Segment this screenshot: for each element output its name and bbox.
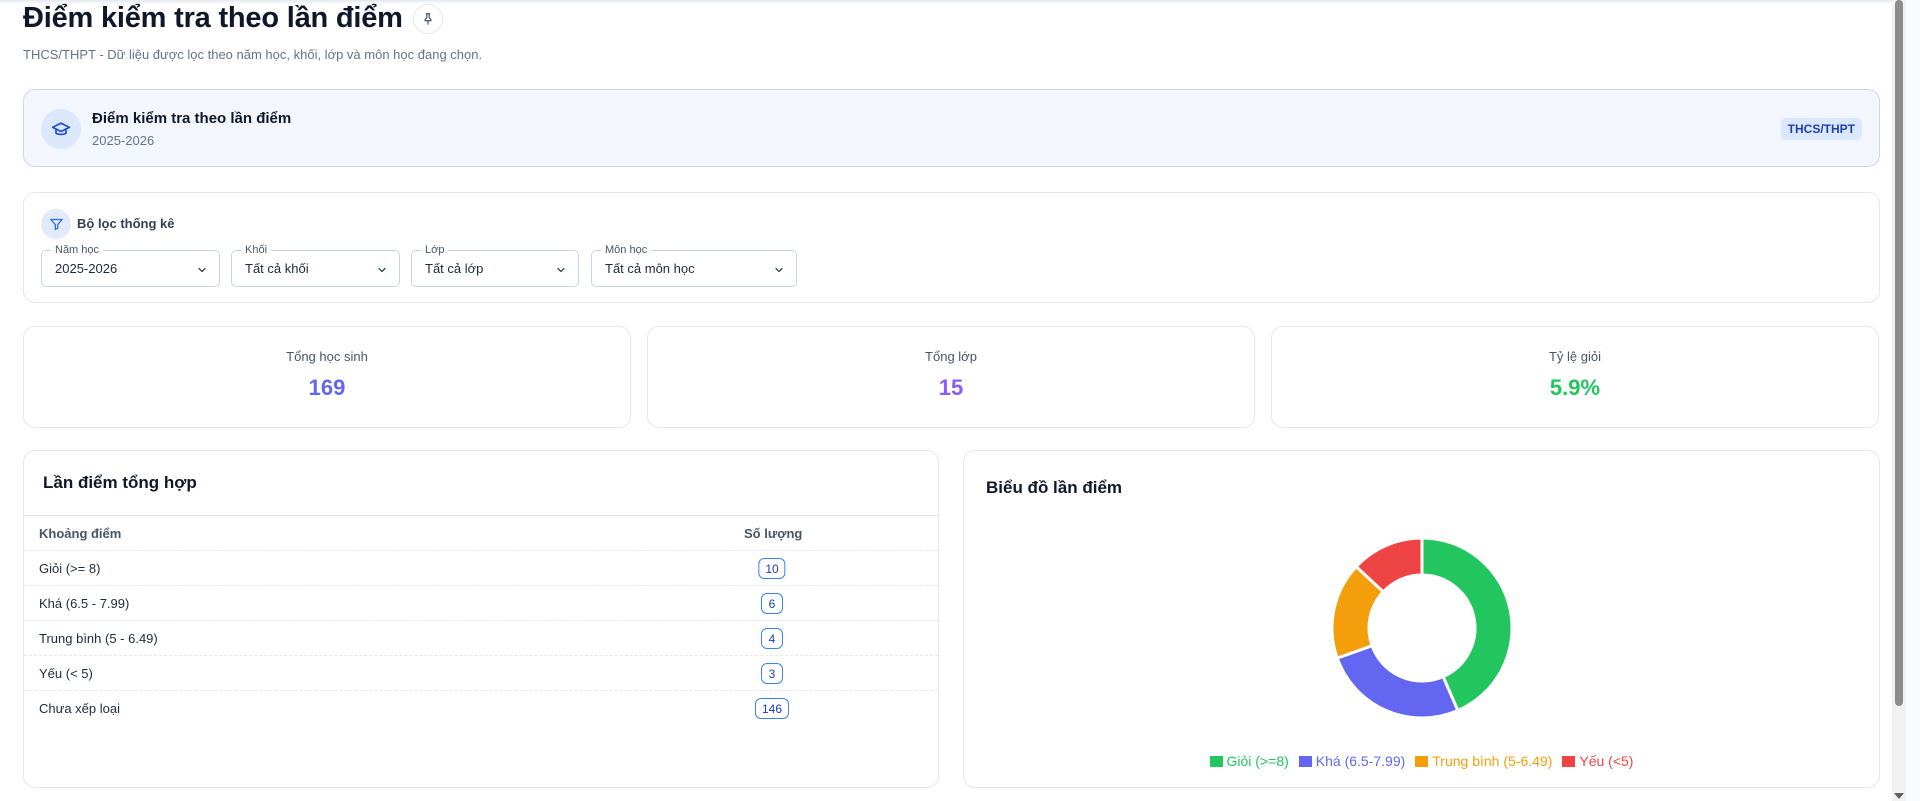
chevron-down-icon bbox=[775, 267, 783, 273]
filter-card: Bộ lọc thống kê Năm học 2025-2026 Khối T… bbox=[23, 192, 1880, 303]
donut-slice-3[interactable] bbox=[1354, 536, 1424, 594]
row-count-badge: 6 bbox=[761, 593, 783, 614]
legend-label: Giỏi (>=8) bbox=[1226, 753, 1289, 769]
info-card-year: 2025-2026 bbox=[92, 133, 155, 148]
row-range: Giỏi (>= 8) bbox=[39, 561, 101, 576]
donut-slice-0[interactable] bbox=[1420, 536, 1514, 713]
subject-select-value: Tất cả môn học bbox=[605, 261, 695, 276]
row-count-badge: 10 bbox=[758, 558, 786, 579]
chart-title: Biểu đồ lần điểm bbox=[986, 478, 1123, 497]
table-title: Lần điểm tổng hợp bbox=[43, 473, 197, 492]
grade-select-value: Tất cả khối bbox=[245, 261, 309, 276]
legend-label: Trung bình (5-6.49) bbox=[1432, 753, 1553, 769]
page-title: Điểm kiểm tra theo lần điểm bbox=[23, 2, 403, 34]
header-range: Khoảng điểm bbox=[39, 526, 122, 541]
class-select[interactable]: Lớp Tất cả lớp bbox=[411, 243, 579, 287]
row-range: Khá (6.5 - 7.99) bbox=[39, 596, 130, 611]
donut-slice-1[interactable] bbox=[1335, 643, 1460, 720]
stat-label: Tỷ lệ giỏi bbox=[1548, 349, 1602, 364]
legend-item[interactable]: Giỏi (>=8) bbox=[1209, 753, 1289, 769]
year-select[interactable]: Năm học 2025-2026 bbox=[41, 243, 220, 287]
level-badge: THCS/THPT bbox=[1780, 118, 1862, 140]
chart-legend: Giỏi (>=8) Khá (6.5-7.99) Trung bình (5-6.… bbox=[964, 753, 1879, 769]
filter-icon bbox=[49, 218, 63, 230]
row-count-badge: 4 bbox=[761, 628, 783, 649]
filter-icon-wrap bbox=[41, 209, 71, 239]
legend-label: Yếu (<5) bbox=[1579, 753, 1634, 769]
title-row: Điểm kiểm tra theo lần điểm bbox=[23, 2, 443, 35]
scrollbar-thumb[interactable] bbox=[1895, 0, 1903, 706]
subject-select[interactable]: Môn học Tất cả môn học bbox=[591, 243, 797, 287]
table-row: Yếu (< 5) 3 bbox=[24, 655, 938, 690]
table-row: Giỏi (>= 8) 10 bbox=[24, 550, 938, 585]
chart-card: Biểu đồ lần điểm Giỏi (>=8) Khá (6.5-7.99… bbox=[963, 450, 1880, 788]
table-row: Chưa xếp loại 146 bbox=[24, 690, 938, 725]
year-select-value: 2025-2026 bbox=[55, 261, 118, 276]
legend-item[interactable]: Trung bình (5-6.49) bbox=[1415, 753, 1552, 769]
stat-card-excellent-rate: Tỷ lệ giỏi 5.9% bbox=[1271, 326, 1879, 428]
info-card-title: Điểm kiểm tra theo lần điểm bbox=[92, 110, 292, 127]
grade-select-label: Khối bbox=[241, 243, 272, 257]
filter-title: Bộ lọc thống kê bbox=[77, 216, 175, 231]
chevron-down-icon bbox=[557, 267, 565, 273]
stat-label: Tổng lớp bbox=[925, 349, 977, 364]
graduation-cap-icon bbox=[51, 122, 71, 136]
grade-select[interactable]: Khối Tất cả khối bbox=[231, 243, 400, 287]
legend-swatch bbox=[1415, 755, 1429, 767]
legend-item[interactable]: Yếu (<5) bbox=[1562, 753, 1633, 769]
row-range: Trung bình (5 - 6.49) bbox=[39, 631, 158, 646]
pin-icon bbox=[424, 12, 432, 25]
divider bbox=[24, 515, 938, 516]
page-subtitle: THCS/THPT - Dữ liệu được lọc theo năm họ… bbox=[23, 47, 483, 62]
row-range: Yếu (< 5) bbox=[39, 666, 93, 681]
top-shadow bbox=[0, 0, 1906, 4]
subject-select-label: Môn học bbox=[601, 243, 652, 257]
row-range: Chưa xếp loại bbox=[39, 701, 120, 716]
legend-item[interactable]: Khá (6.5-7.99) bbox=[1298, 753, 1406, 769]
pin-button[interactable] bbox=[412, 3, 443, 34]
stat-label: Tổng học sinh bbox=[286, 349, 368, 364]
legend-swatch bbox=[1298, 755, 1312, 767]
stat-value: 169 bbox=[308, 375, 346, 400]
class-select-label: Lớp bbox=[421, 243, 449, 257]
chevron-down-icon bbox=[378, 267, 386, 273]
year-select-label: Năm học bbox=[51, 243, 104, 257]
scrollbar[interactable] bbox=[1892, 0, 1906, 801]
scroll-down-arrow-icon[interactable] bbox=[1894, 793, 1904, 799]
table-row: Trung bình (5 - 6.49) 4 bbox=[24, 620, 938, 655]
donut-chart bbox=[1330, 536, 1514, 720]
header-count: Số lượng bbox=[744, 526, 803, 541]
info-icon-wrap bbox=[41, 109, 81, 149]
chevron-down-icon bbox=[198, 267, 206, 273]
legend-label: Khá (6.5-7.99) bbox=[1315, 753, 1406, 769]
table-header: Khoảng điểm Số lượng bbox=[24, 515, 938, 550]
summary-table-card: Lần điểm tổng hợp Khoảng điểm Số lượng G… bbox=[23, 450, 939, 788]
info-card: Điểm kiểm tra theo lần điểm 2025-2026 TH… bbox=[23, 89, 1880, 167]
stat-card-classes: Tổng lớp 15 bbox=[647, 326, 1255, 428]
stat-card-students: Tổng học sinh 169 bbox=[23, 326, 631, 428]
row-count-badge: 146 bbox=[754, 698, 790, 719]
stat-value: 5.9% bbox=[1549, 375, 1601, 400]
class-select-value: Tất cả lớp bbox=[425, 261, 484, 276]
row-count-badge: 3 bbox=[761, 663, 783, 684]
legend-swatch bbox=[1562, 755, 1576, 767]
table-row: Khá (6.5 - 7.99) 6 bbox=[24, 585, 938, 620]
stat-value: 15 bbox=[938, 375, 964, 400]
legend-swatch bbox=[1209, 755, 1223, 767]
